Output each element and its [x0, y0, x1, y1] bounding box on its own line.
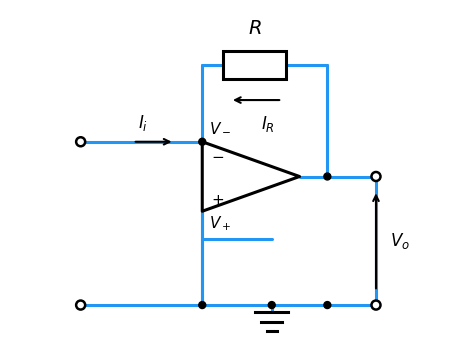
Circle shape [268, 301, 275, 309]
Text: $I_R$: $I_R$ [261, 114, 275, 134]
Text: $+$: $+$ [211, 193, 225, 208]
Circle shape [372, 172, 381, 181]
Circle shape [76, 137, 85, 146]
Circle shape [199, 138, 206, 145]
Text: $V_-$: $V_-$ [209, 120, 231, 135]
Polygon shape [202, 142, 300, 211]
Text: $-$: $-$ [211, 148, 225, 163]
Text: $V_+$: $V_+$ [209, 215, 231, 233]
Circle shape [199, 301, 206, 309]
Circle shape [76, 300, 85, 310]
Text: $V_o$: $V_o$ [390, 231, 410, 251]
Text: $I_i$: $I_i$ [138, 113, 148, 133]
Bar [223, 52, 286, 79]
Circle shape [324, 173, 331, 180]
Circle shape [372, 300, 381, 310]
Text: $R$: $R$ [247, 18, 261, 37]
Circle shape [324, 301, 331, 309]
